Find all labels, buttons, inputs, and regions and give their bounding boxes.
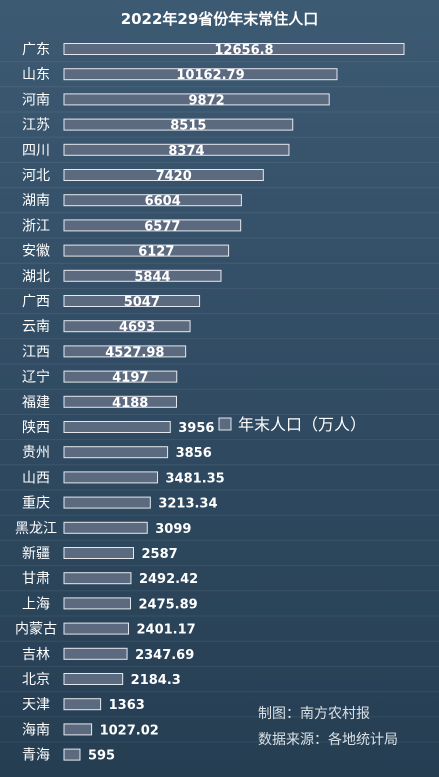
- category-label: 吉林: [22, 647, 50, 663]
- population-bar: [63, 446, 169, 459]
- category-label: 天津: [22, 697, 50, 713]
- value-label: 4527.98: [105, 345, 164, 360]
- population-bar: [63, 597, 132, 610]
- category-label: 海南: [22, 722, 50, 738]
- category-label: 重庆: [22, 496, 50, 512]
- value-label: 4197: [112, 371, 148, 386]
- category-label: 内蒙古: [15, 622, 57, 638]
- legend-label: 年末人口（万人）: [238, 415, 366, 434]
- value-label: 9872: [189, 93, 225, 108]
- population-bar: [63, 219, 242, 232]
- chart-rows: 广东 12656.8 山东 10162.79 河南 9872 江苏 8515 四川 8374 河北 7…: [0, 42, 439, 764]
- category-label: 黑龙江: [15, 521, 57, 537]
- population-bar: [63, 43, 405, 55]
- category-label: 河北: [22, 168, 50, 184]
- category-label: 贵州: [22, 445, 50, 461]
- population-bar: [63, 370, 178, 383]
- value-label: 6604: [145, 194, 181, 209]
- category-label: 安徽: [22, 244, 50, 260]
- value-label: 3956: [178, 421, 214, 436]
- category-label: 湖北: [22, 269, 50, 285]
- value-label: 4188: [112, 396, 148, 411]
- value-label: 2587: [141, 547, 177, 562]
- category-label: 湖南: [22, 193, 50, 209]
- value-label: 2492.42: [139, 572, 198, 587]
- value-label: 1363: [109, 698, 145, 713]
- category-label: 北京: [22, 672, 50, 688]
- population-bar: [63, 521, 148, 534]
- value-label: 3481.35: [166, 471, 225, 486]
- population-bar: [63, 748, 81, 761]
- value-label: 7420: [156, 169, 192, 184]
- value-label: 2401.17: [137, 623, 196, 638]
- category-label: 陕西: [22, 420, 50, 436]
- population-bar: [63, 572, 132, 585]
- category-label: 四川: [22, 143, 50, 159]
- chart-title: 2022年29省份年末常住人口: [121, 10, 319, 28]
- value-label: 3099: [155, 522, 191, 537]
- category-label: 云南: [22, 319, 50, 335]
- category-label: 山东: [22, 67, 50, 83]
- population-bar: [63, 169, 264, 181]
- population-bar: [63, 421, 171, 433]
- value-label: 5844: [134, 270, 170, 285]
- category-label: 河南: [22, 92, 50, 108]
- category-label: 江苏: [22, 118, 50, 134]
- value-label: 3213.34: [158, 497, 217, 512]
- population-bar: [63, 622, 130, 635]
- value-label: 8515: [170, 119, 206, 134]
- population-bar: [63, 673, 124, 685]
- category-label: 江西: [22, 344, 50, 360]
- value-label: 5047: [124, 295, 160, 310]
- population-bar: [63, 143, 290, 156]
- population-bar: [63, 345, 187, 358]
- population-bar: [63, 118, 294, 131]
- population-bar: [63, 395, 178, 408]
- legend: 年末人口（万人）: [218, 415, 366, 434]
- category-label: 上海: [22, 596, 50, 612]
- population-bar: [63, 471, 159, 484]
- population-bar: [63, 244, 230, 257]
- population-bar: [63, 547, 134, 559]
- category-label: 辽宁: [22, 369, 50, 386]
- category-label: 新疆: [22, 546, 50, 562]
- value-label: 2184.3: [131, 673, 181, 688]
- value-label: 1027.02: [100, 723, 159, 738]
- value-label: 2475.89: [139, 597, 198, 612]
- population-bar: [63, 295, 201, 307]
- category-label: 山西: [22, 470, 50, 486]
- value-label: 595: [88, 749, 115, 764]
- population-bar: [63, 698, 102, 711]
- value-label: 12656.8: [214, 43, 273, 58]
- value-label: 4693: [119, 320, 155, 335]
- category-label: 青海: [22, 748, 50, 764]
- value-label: 6577: [144, 219, 180, 234]
- population-bar: [63, 496, 151, 509]
- value-label: 10162.79: [176, 68, 244, 83]
- value-label: 8374: [168, 144, 204, 159]
- category-label: 福建: [22, 395, 50, 411]
- category-label: 广西: [22, 294, 50, 310]
- population-bar: [63, 723, 93, 736]
- value-label: 2347.69: [135, 648, 194, 663]
- population-bar: [63, 320, 191, 333]
- value-label: 3856: [176, 446, 212, 461]
- population-bar: [63, 647, 128, 660]
- legend-swatch: [218, 417, 232, 431]
- population-bar: [63, 68, 338, 81]
- value-label: 6127: [138, 245, 174, 260]
- population-bar: [63, 194, 242, 207]
- category-label: 广东: [22, 42, 50, 58]
- population-bar: [63, 269, 222, 282]
- data-source-note: 数据来源：各地统计局: [258, 732, 398, 748]
- chart-maker-note: 制图：南方农村报: [258, 706, 370, 722]
- population-bar: [63, 93, 330, 106]
- category-label: 甘肃: [22, 571, 50, 587]
- category-label: 浙江: [22, 218, 50, 234]
